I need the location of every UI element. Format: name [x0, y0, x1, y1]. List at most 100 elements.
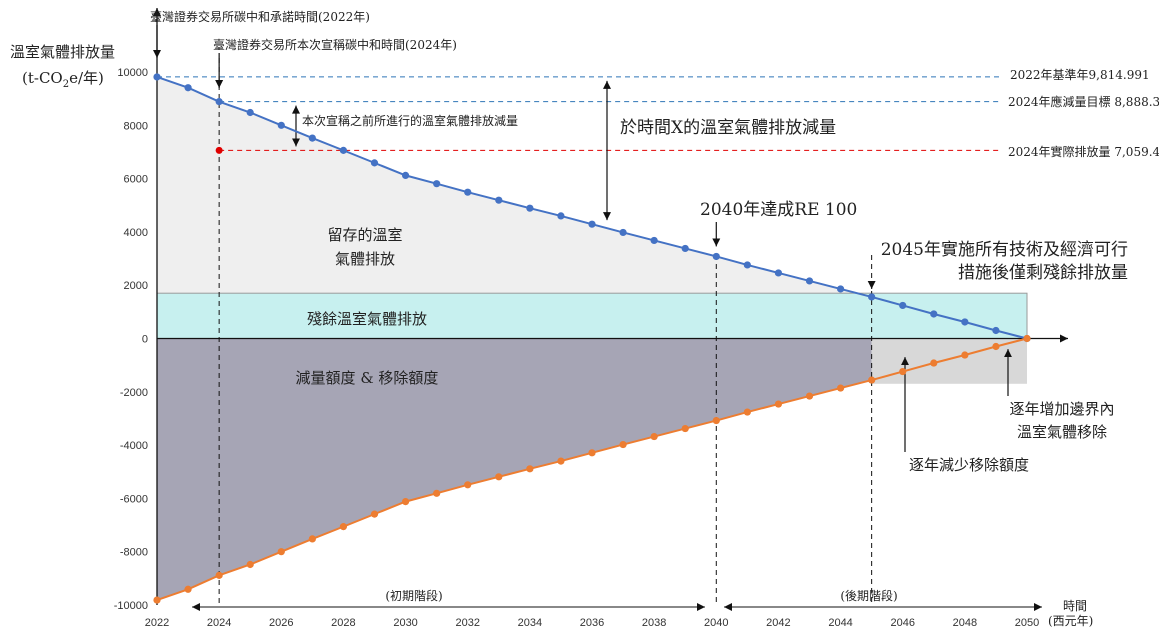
series-1-point-2036: [588, 449, 596, 457]
series-0-point-2036: [588, 220, 596, 228]
x-tick-2038: 2038: [642, 617, 666, 629]
series-1-point-2024: [215, 571, 223, 579]
series-0-point-2029: [370, 159, 379, 167]
series-1-point-2031: [433, 489, 441, 497]
annotation-reduction-before: 本次宣稱之前所進行的溫室氣體排放減量: [302, 113, 518, 128]
x-axis-unit: (西元年): [1048, 614, 1093, 628]
series-1-point-2037: [619, 440, 627, 449]
x-tick-2040: 2040: [704, 617, 728, 629]
series-0-point-2040: [712, 252, 720, 261]
y-tick-10000: 10000: [117, 67, 148, 79]
series-0-point-2043: [805, 277, 814, 285]
series-1-point-2043: [805, 392, 814, 400]
y-tick-0: 0: [142, 334, 148, 346]
series-0-point-2049: [992, 326, 1000, 335]
ref-label-actual: 2024年實際排放量 7,059.473: [1008, 144, 1159, 159]
actual-emission-2024-point: [215, 146, 223, 154]
x-axis-title: 時間: [1063, 599, 1087, 613]
series-1-point-2047: [930, 359, 938, 367]
annotation-commit-2022: 臺灣證券交易所碳中和承諾時間(2022年): [150, 9, 370, 24]
axes-and-guides: [153, 8, 1068, 611]
y-tick--10000: -10000: [114, 600, 148, 612]
series-0-point-2027: [308, 134, 316, 142]
y-tick--8000: -8000: [120, 547, 148, 559]
x-tick-2030: 2030: [393, 617, 417, 629]
annotation-residual-2045-line1: 2045年實施所有技術及經濟可行: [881, 240, 1128, 260]
residual-emissions-band: [156, 292, 1028, 340]
series-0-point-2023: [184, 84, 192, 92]
series-1-point-2022: [153, 596, 161, 604]
series-1-point-2039: [681, 424, 689, 433]
series-0-point-2047: [930, 310, 938, 318]
series-0-point-2039: [681, 244, 689, 253]
annotation-declare-2024: 臺灣證券交易所本次宣稱碳中和時間(2024年): [213, 37, 457, 52]
series-0-point-2034: [526, 204, 534, 212]
retained-emissions-area: [157, 76, 872, 297]
x-tick-2028: 2028: [331, 617, 355, 629]
series-1-point-2042: [774, 400, 783, 408]
y-tick--2000: -2000: [120, 387, 148, 399]
label-phase-late: (後期階段): [840, 588, 897, 603]
series-1-point-2025: [246, 560, 254, 569]
series-0-point-2024: [215, 98, 223, 106]
series-1-point-2049: [992, 342, 1000, 351]
series-1-point-2030: [401, 497, 410, 506]
annotation-reduction-x: 於時間X的溫室氣體排放減量: [620, 118, 836, 138]
series-0-point-2025: [246, 108, 254, 117]
annotation-residual-2045-line2: 措施後僅剩殘餘排放量: [958, 263, 1128, 283]
y-axis-title: 溫室氣體排放量: [10, 43, 115, 61]
annotation-credit-decrease: 逐年減少移除額度: [909, 456, 1029, 474]
series-1-point-2034: [526, 465, 534, 473]
tick-labels: 10000 8000 6000 4000 2000 0 -2000 -4000 -6000 -80…: [114, 67, 1040, 629]
y-tick--4000: -4000: [120, 440, 148, 452]
series-1-point-2023: [184, 585, 192, 593]
x-tick-2024: 2024: [207, 617, 231, 629]
series-0-point-2037: [619, 228, 627, 237]
series-0-point-2026: [277, 121, 285, 129]
series-0-point-2041: [743, 261, 751, 269]
series-0-point-2022: [153, 73, 161, 81]
series-1-point-2048: [961, 351, 969, 359]
label-retained-line2: 氣體排放: [335, 250, 395, 268]
annotation-removal-increase-line2: 溫室氣體移除: [1017, 423, 1107, 441]
y-tick-8000: 8000: [124, 120, 148, 132]
ref-label-target: 2024年應減量目標 8,888.344: [1008, 94, 1159, 109]
x-tick-2048: 2048: [953, 617, 977, 629]
x-tick-2026: 2026: [269, 617, 293, 629]
y-tick-2000: 2000: [124, 280, 148, 292]
y-tick--6000: -6000: [120, 493, 148, 505]
series-1-point-2027: [308, 535, 316, 543]
y-tick-4000: 4000: [124, 227, 148, 239]
series-0-point-2048: [961, 318, 969, 326]
label-phase-early: (初期階段): [385, 588, 442, 603]
series-0-point-2038: [650, 236, 658, 245]
credits-removals-area: [157, 338, 872, 601]
x-tick-2046: 2046: [890, 617, 914, 629]
label-residual-band: 殘餘溫室氣體排放: [307, 310, 427, 328]
series-1-point-2050: [1023, 334, 1031, 343]
series-1-point-2040: [712, 416, 720, 425]
series-1-point-2044: [836, 384, 845, 392]
x-tick-2050: 2050: [1015, 617, 1039, 629]
series-1-point-2046: [899, 367, 907, 376]
y-axis-unit: (t-CO2e/年): [22, 69, 104, 90]
label-retained-line1: 留存的溫室: [327, 226, 402, 244]
x-tick-2032: 2032: [455, 617, 479, 629]
annotation-removal-increase-line1: 逐年增加邊界內: [1009, 400, 1114, 418]
series-0-point-2030: [401, 171, 410, 180]
series-1-point-2033: [495, 473, 503, 481]
annotation-re100: 2040年達成RE 100: [700, 200, 857, 220]
data-series: [153, 73, 1031, 604]
series-1-point-2028: [339, 523, 348, 531]
series-0-point-2032: [464, 188, 472, 196]
series-0-point-2028: [339, 146, 348, 154]
label-credits: 減量額度 & 移除額度: [296, 369, 439, 387]
series-0-point-2035: [557, 212, 565, 220]
x-tick-2022: 2022: [145, 617, 169, 629]
series-0-point-2033: [495, 196, 503, 204]
series-1-point-2038: [650, 432, 658, 441]
series-0-point-2042: [774, 269, 783, 277]
series-1-point-2029: [370, 510, 379, 518]
series-1-point-2026: [277, 548, 285, 556]
series-0-point-2031: [433, 180, 441, 188]
